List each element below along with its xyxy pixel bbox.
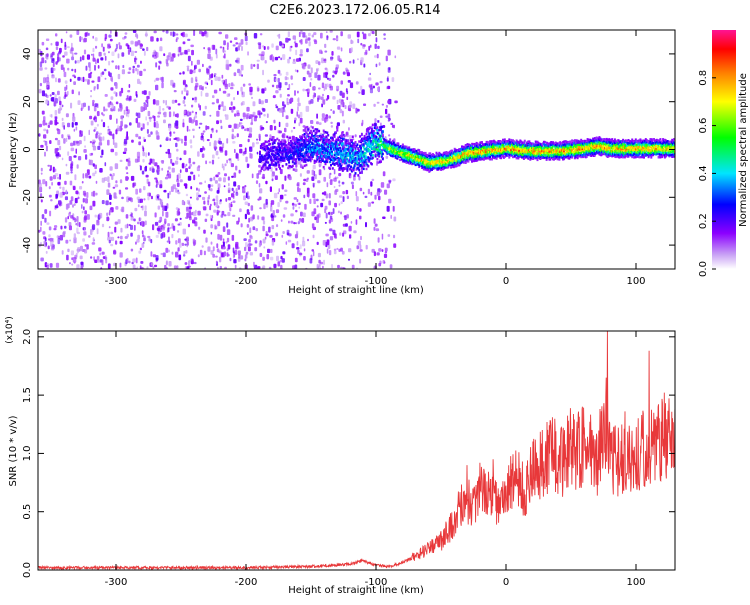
snr-y-multiplier: (x10⁴) — [5, 316, 15, 343]
colorbar-tick-label: 0.8 — [698, 70, 709, 86]
spectrogram-x-tick-label: -300 — [105, 276, 128, 287]
spectrogram-x-tick-label: -200 — [235, 276, 258, 287]
colorbar-tick-label: 0.0 — [698, 261, 709, 277]
spectrogram-plot-area — [38, 30, 677, 275]
spectrogram-y-tick-label: 40 — [22, 48, 33, 61]
colorbar: 0.0 0.2 0.4 0.6 0.8 Normalized spectral ampl… — [698, 30, 749, 277]
snr-x-tick-label: -300 — [105, 577, 128, 588]
colorbar-gradient — [712, 30, 736, 269]
snr-x-tick-label: 100 — [626, 577, 645, 588]
spectrogram-x-axis-label: Height of straight line (km) — [288, 285, 424, 296]
spectrogram-signal-trace — [259, 120, 677, 177]
spectrogram-y-axis-label: Frequency (Hz) — [8, 112, 19, 188]
chart-title: C2E6.2023.172.06.05.R14 — [269, 3, 440, 18]
spectrogram-x-tick-label: 100 — [626, 276, 645, 287]
snr-y-tick-label: 2.0 — [22, 329, 33, 345]
snr-x-tick-label: 0 — [503, 577, 509, 588]
snr-x-axis-label: Height of straight line (km) — [288, 585, 424, 596]
snr-y-tick-label: 1.5 — [22, 387, 33, 403]
spectrogram-x-tick-label: 0 — [503, 276, 509, 287]
colorbar-tick-label: 0.4 — [698, 165, 709, 181]
snr-y-tick-label: 1.0 — [22, 445, 33, 461]
snr-plot-area — [38, 331, 675, 569]
snr-y-tick-label: 0.5 — [22, 504, 33, 520]
snr-y-axis-label: SNR (10 * v/v) — [8, 415, 19, 486]
colorbar-tick-label: 0.6 — [698, 118, 709, 134]
snr-series-line — [38, 331, 675, 569]
spectrogram-y-tick-label: 20 — [22, 95, 33, 108]
spectrogram-noise — [38, 30, 398, 275]
snr-x-tick-label: -200 — [235, 577, 258, 588]
spectrogram-y-tick-label: -40 — [22, 237, 33, 253]
snr-y-tick-label: 0.0 — [22, 562, 33, 578]
spectrogram-y-tick-label: -20 — [22, 189, 33, 205]
colorbar-label: Normalized spectral amplitude — [738, 73, 749, 227]
colorbar-tick-label: 0.2 — [698, 213, 709, 229]
spectrogram-y-tick-label: 0 — [22, 146, 33, 152]
